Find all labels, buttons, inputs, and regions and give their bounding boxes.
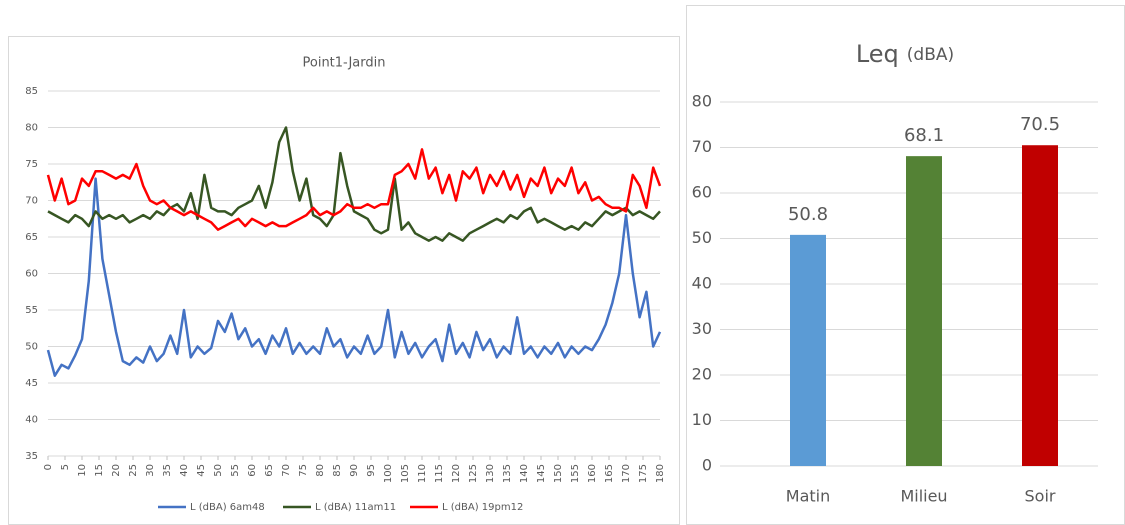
x-tick-label: 125 bbox=[468, 464, 479, 483]
x-tick-label: 20 bbox=[111, 464, 122, 477]
x-tick-label: 80 bbox=[315, 464, 326, 477]
bar-title: Leq (dBA) bbox=[856, 40, 954, 68]
y-tick-label: 10 bbox=[692, 410, 712, 429]
y-tick-label: 20 bbox=[692, 365, 712, 384]
legend-label: L (dBA) 19pm12 bbox=[442, 502, 523, 513]
x-tick-label: Matin bbox=[786, 487, 830, 506]
x-tick-label: 55 bbox=[230, 464, 241, 477]
y-tick-label: 50 bbox=[25, 342, 38, 353]
x-tick-label: 140 bbox=[519, 464, 530, 483]
y-tick-label: 40 bbox=[692, 274, 712, 293]
x-tick-label: 0 bbox=[43, 464, 54, 470]
y-tick-label: 55 bbox=[25, 305, 38, 316]
y-tick-label: 0 bbox=[702, 456, 712, 475]
series-line bbox=[47, 126, 661, 242]
x-tick-label: 10 bbox=[77, 464, 88, 477]
x-tick-label: 100 bbox=[383, 464, 394, 483]
x-tick-label: 155 bbox=[570, 464, 581, 483]
y-tick-label: 40 bbox=[25, 415, 38, 426]
bar bbox=[790, 234, 826, 466]
bar bbox=[1022, 145, 1058, 466]
x-tick-label: 75 bbox=[298, 464, 309, 477]
x-tick-label: 50 bbox=[213, 464, 224, 477]
x-tick-label: 25 bbox=[128, 464, 139, 477]
y-tick-label: 85 bbox=[25, 86, 38, 97]
x-tick-label: 165 bbox=[604, 464, 615, 483]
x-tick-label: 105 bbox=[400, 464, 411, 483]
series-line bbox=[46, 148, 662, 231]
data-label: 50.8 bbox=[788, 204, 828, 225]
y-tick-label: 70 bbox=[25, 196, 38, 207]
y-tick-label: 30 bbox=[692, 319, 712, 338]
x-tick-label: 5 bbox=[60, 464, 71, 470]
bar-subtitle: (dBA) bbox=[907, 45, 954, 65]
legend-label: L (dBA) 11am11 bbox=[315, 502, 396, 513]
x-tick-label: 170 bbox=[621, 464, 632, 483]
x-tick-label: 60 bbox=[247, 464, 258, 477]
x-tick-label: 40 bbox=[179, 464, 190, 477]
y-tick-label: 45 bbox=[25, 378, 38, 389]
x-tick-label: Soir bbox=[1025, 487, 1056, 506]
x-tick-label: 65 bbox=[264, 464, 275, 477]
y-tick-label: 70 bbox=[692, 137, 712, 156]
y-tick-label: 60 bbox=[25, 269, 38, 280]
x-tick-label: 150 bbox=[553, 464, 564, 483]
bar-title-main: Leq bbox=[856, 40, 899, 68]
x-tick-label: 160 bbox=[587, 464, 598, 483]
y-tick-label: 35 bbox=[25, 451, 38, 462]
x-tick-label: 180 bbox=[655, 464, 666, 483]
legend-label: L (dBA) 6am48 bbox=[190, 502, 265, 513]
x-tick-label: 70 bbox=[281, 464, 292, 477]
x-tick-label: 120 bbox=[451, 464, 462, 483]
x-tick-label: 35 bbox=[162, 464, 173, 477]
line-panel bbox=[8, 36, 680, 525]
data-label: 68.1 bbox=[904, 125, 944, 146]
x-tick-label: Milieu bbox=[900, 487, 947, 506]
line-title: Point1-Jardin bbox=[303, 56, 386, 71]
x-tick-label: 95 bbox=[366, 464, 377, 477]
x-tick-label: 15 bbox=[94, 464, 105, 477]
series-line bbox=[46, 177, 662, 377]
x-tick-label: 45 bbox=[196, 464, 207, 477]
y-tick-label: 80 bbox=[25, 123, 38, 134]
bar bbox=[906, 156, 942, 466]
y-tick-label: 75 bbox=[25, 159, 38, 170]
x-tick-label: 30 bbox=[145, 464, 156, 477]
x-tick-label: 135 bbox=[502, 464, 513, 483]
x-tick-label: 130 bbox=[485, 464, 496, 483]
x-tick-label: 85 bbox=[332, 464, 343, 477]
x-tick-label: 90 bbox=[349, 464, 360, 477]
x-tick-label: 110 bbox=[417, 464, 428, 483]
bar-panel bbox=[686, 5, 1125, 525]
data-label: 70.5 bbox=[1020, 114, 1060, 135]
x-tick-label: 115 bbox=[434, 464, 445, 483]
y-tick-label: 65 bbox=[25, 232, 38, 243]
x-tick-label: 145 bbox=[536, 464, 547, 483]
y-tick-label: 80 bbox=[692, 92, 712, 111]
y-tick-label: 50 bbox=[692, 228, 712, 247]
y-tick-label: 60 bbox=[692, 183, 712, 202]
x-tick-label: 175 bbox=[638, 464, 649, 483]
